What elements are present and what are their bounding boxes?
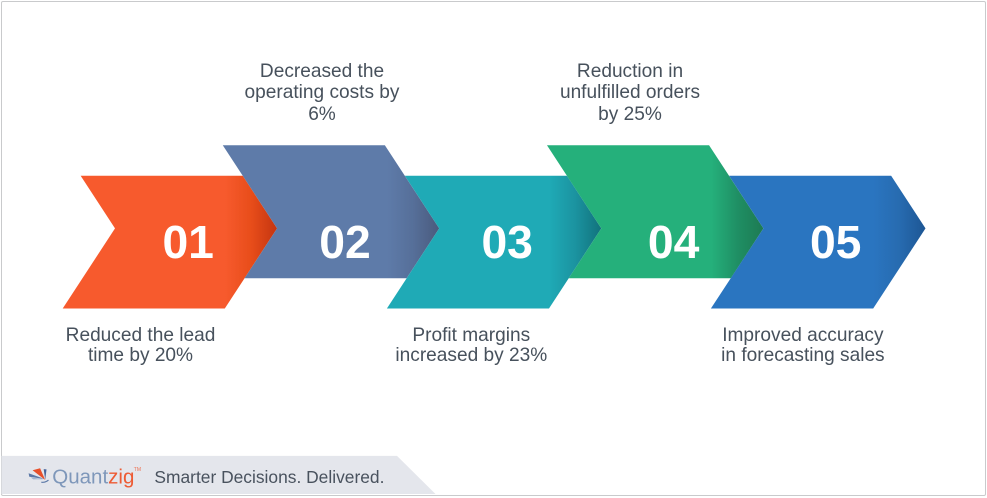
svg-text:Smarter Decisions. Delivered.: Smarter Decisions. Delivered. [154, 467, 384, 487]
svg-text:05: 05 [810, 216, 862, 268]
svg-text:01: 01 [162, 216, 214, 268]
svg-text:Quantzig: Quantzig [52, 465, 134, 488]
svg-text:04: 04 [648, 216, 700, 268]
svg-text:03: 03 [481, 216, 533, 268]
svg-text:TM: TM [134, 467, 141, 473]
svg-text:02: 02 [319, 216, 371, 268]
